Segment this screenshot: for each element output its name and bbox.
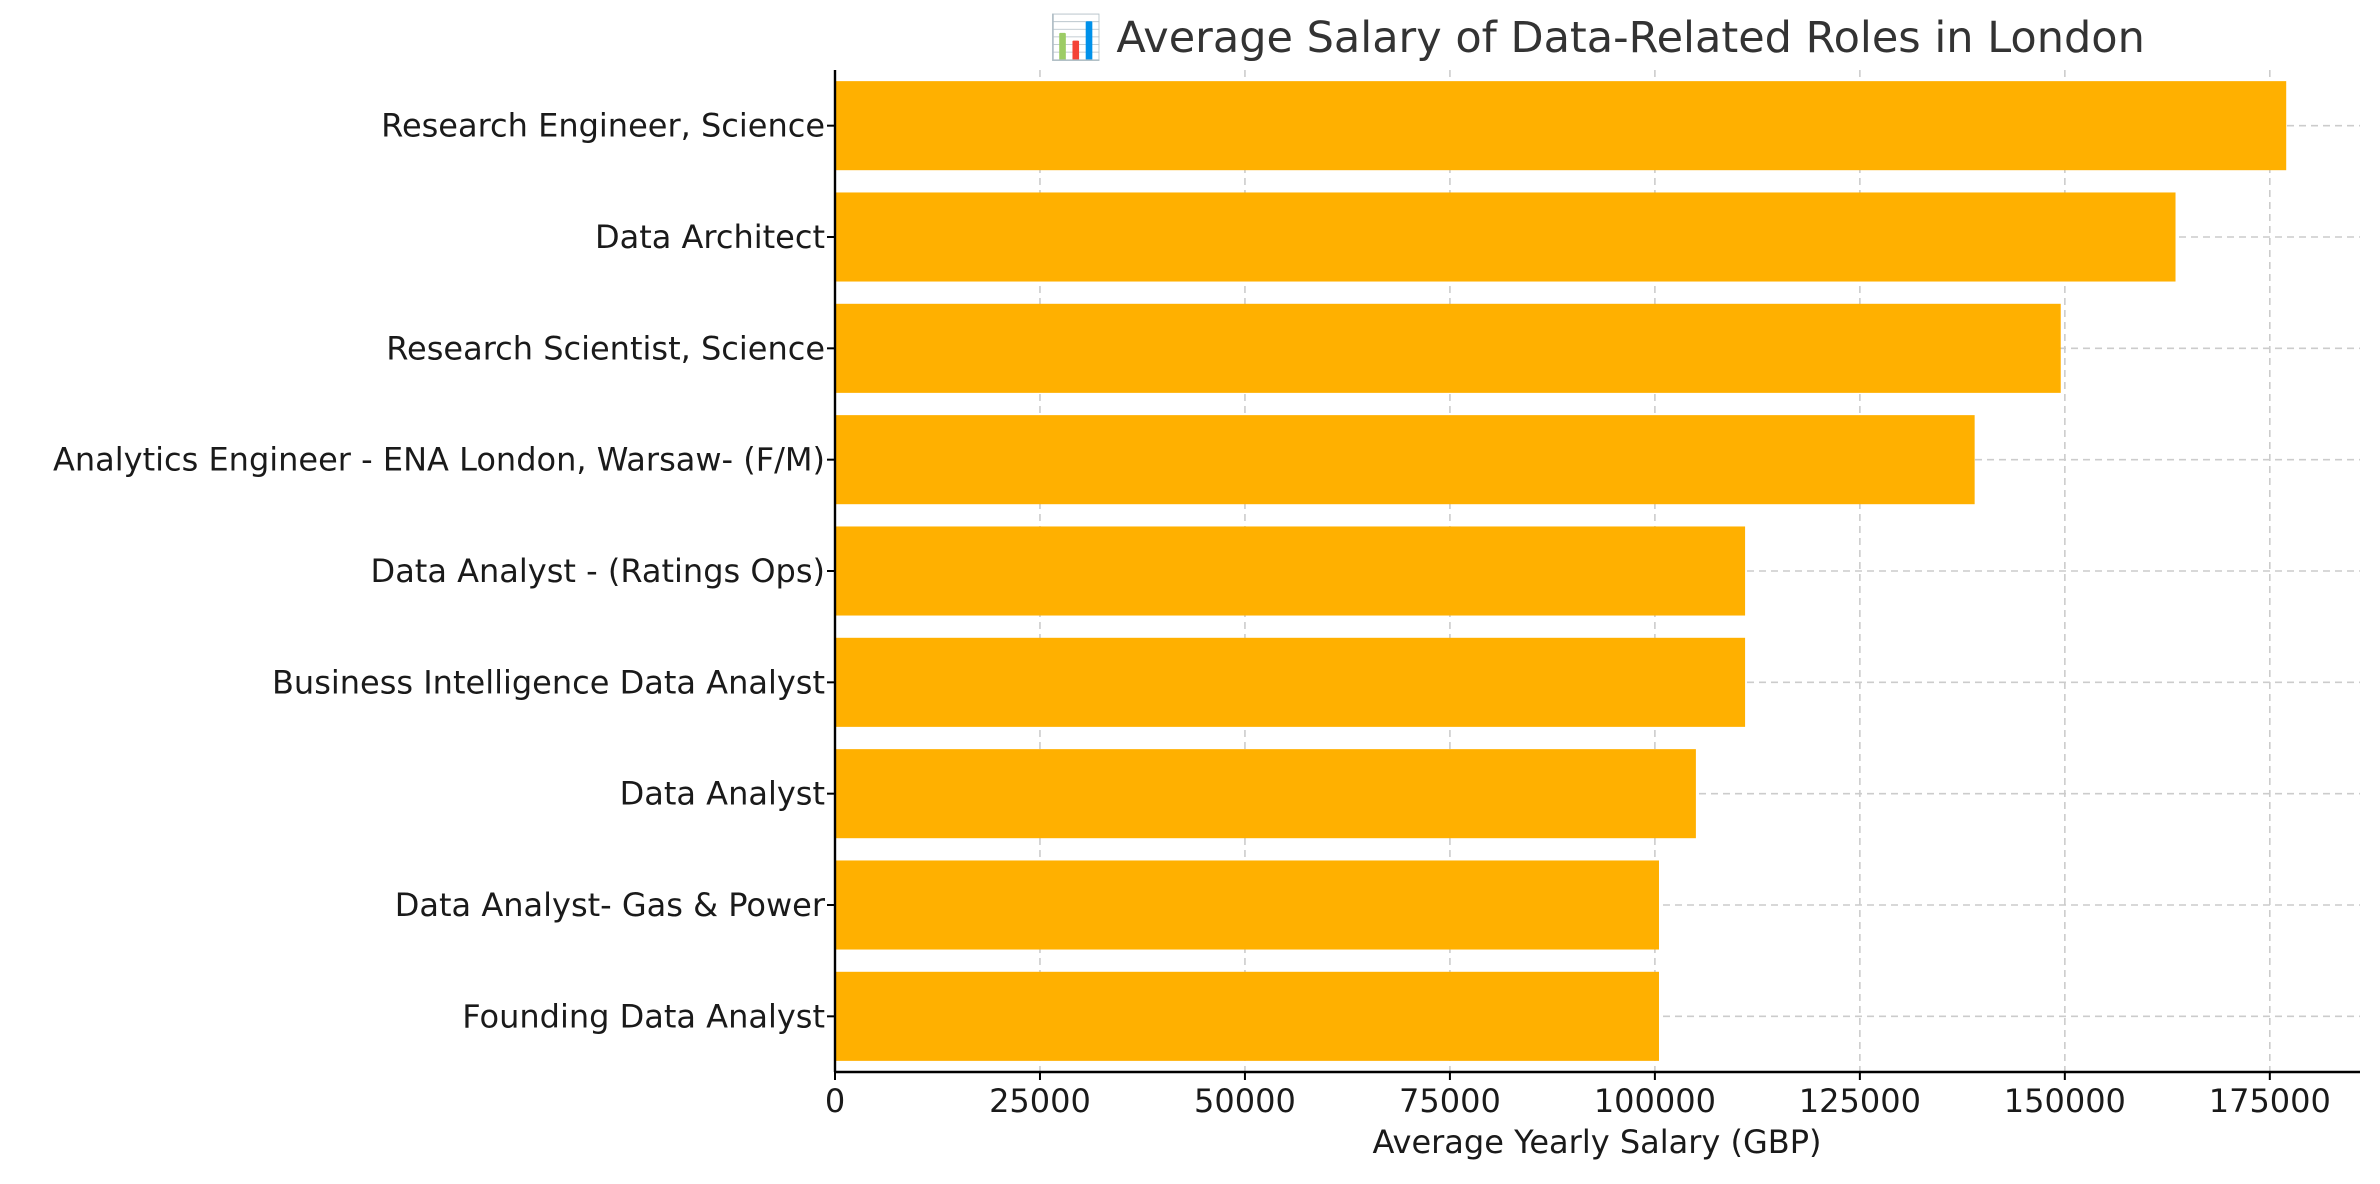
y-tick-label: Research Scientist, Science — [386, 329, 825, 367]
y-tick-label: Founding Data Analyst — [462, 997, 825, 1035]
y-tick-label: Data Analyst — [620, 775, 825, 813]
bar — [835, 860, 1659, 950]
x-tick-label: 125000 — [1799, 1082, 1921, 1120]
x-tick-label: 150000 — [2004, 1082, 2126, 1120]
y-tick-label: Analytics Engineer - ENA London, Warsaw-… — [53, 441, 825, 479]
bars-layer — [835, 81, 2287, 1061]
x-tick-label: 50000 — [1194, 1082, 1296, 1120]
y-tick-label: Business Intelligence Data Analyst — [272, 663, 825, 701]
x-tick-label: 25000 — [989, 1082, 1091, 1120]
chart-title: 📊 Average Salary of Data-Related Roles i… — [1049, 13, 2145, 63]
x-tick-label: 75000 — [1399, 1082, 1501, 1120]
bar — [835, 303, 2061, 393]
axes-layer — [827, 70, 2360, 1080]
y-tick-label: Research Engineer, Science — [381, 107, 825, 145]
y-tick-label: Data Analyst- Gas & Power — [395, 886, 826, 924]
x-tick-label: 175000 — [2209, 1082, 2331, 1120]
x-tick-label: 0 — [825, 1082, 845, 1120]
x-axis-label: Average Yearly Salary (GBP) — [1372, 1123, 1821, 1161]
x-tick-label: 100000 — [1594, 1082, 1716, 1120]
y-tick-label: Data Analyst - (Ratings Ops) — [371, 552, 825, 590]
bar — [835, 415, 1975, 505]
bar — [835, 749, 1696, 839]
bar — [835, 637, 1746, 727]
y-tick-label: Data Architect — [595, 218, 825, 256]
labels-layer: Research Engineer, Science Data Architect… — [53, 107, 2331, 1120]
bar — [835, 526, 1746, 616]
bar — [835, 192, 2176, 282]
bar — [835, 81, 2287, 171]
bar — [835, 971, 1659, 1061]
